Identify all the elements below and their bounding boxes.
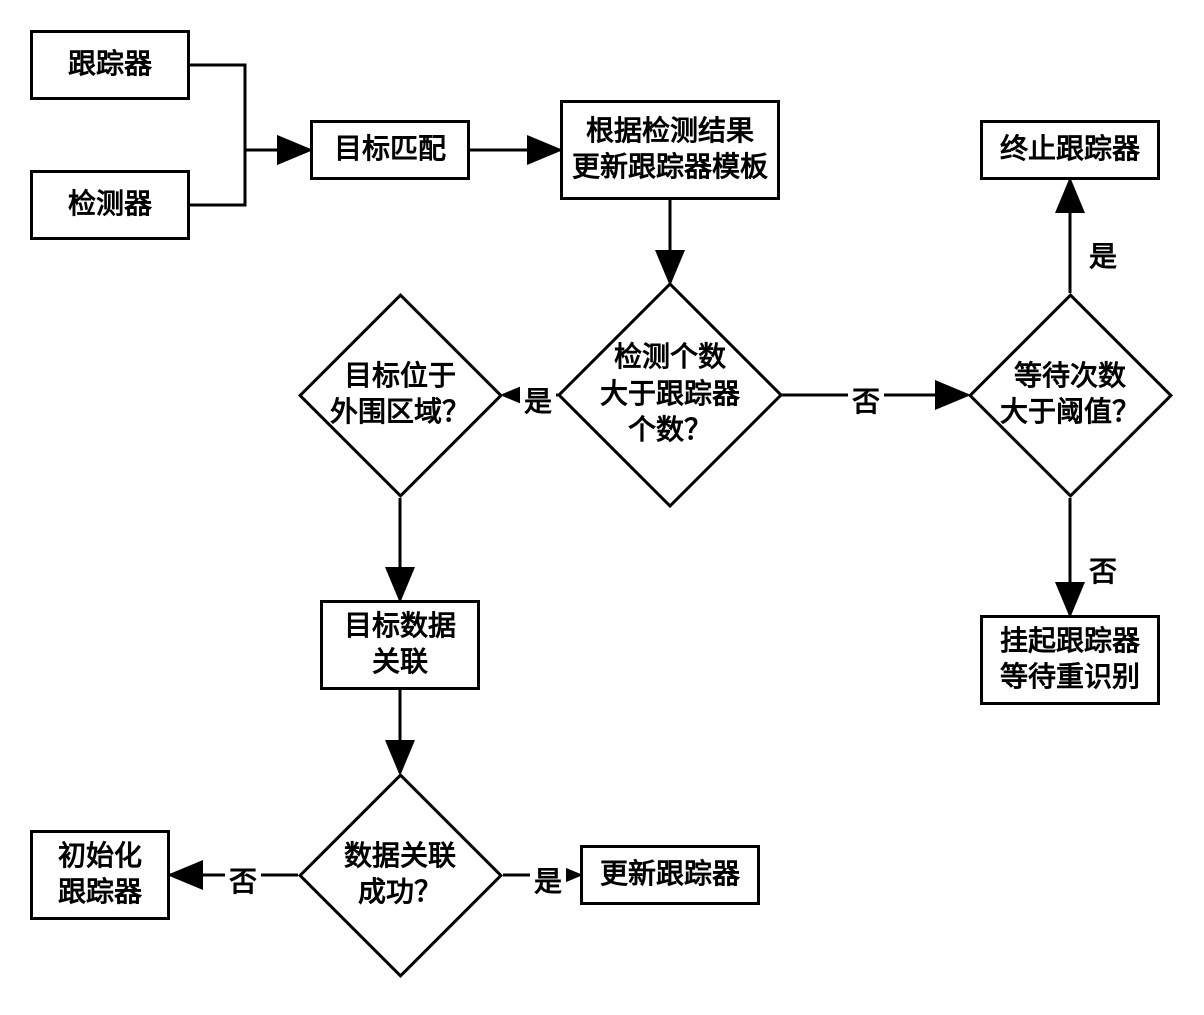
tracker-box: 跟踪器	[30, 30, 190, 100]
stop-tracker-label: 终止跟踪器	[1000, 132, 1140, 168]
data-link-label: 数据关联成功？	[344, 839, 456, 912]
detector-label: 检测器	[68, 187, 152, 223]
update-tracker-box: 更新跟踪器	[580, 845, 760, 905]
edge-tracker-to-target_match	[190, 65, 310, 150]
detect-count-diamond: 检测个数大于跟踪器个数？	[590, 315, 750, 475]
init-tracker-label: 初始化跟踪器	[58, 839, 142, 912]
target-data-label: 目标数据关联	[344, 609, 456, 682]
data-link-diamond: 数据关联成功？	[328, 803, 473, 948]
target-outer-label: 目标位于外围区域？	[330, 359, 470, 432]
edge-detector-to-target_match	[190, 150, 310, 205]
edge-label-11: 是	[530, 860, 566, 900]
detector-box: 检测器	[30, 170, 190, 240]
suspend-tracker-label: 挂起跟踪器等待重识别	[1000, 624, 1140, 697]
tracker-label: 跟踪器	[68, 47, 152, 83]
edge-label-7: 否	[1085, 550, 1121, 590]
wait-count-diamond: 等待次数大于阈值？	[998, 323, 1143, 468]
suspend-tracker-box: 挂起跟踪器等待重识别	[980, 615, 1160, 705]
target-outer-diamond: 目标位于外围区域？	[328, 323, 473, 468]
edge-label-10: 否	[225, 860, 261, 900]
update-template-box: 根据检测结果更新跟踪器模板	[560, 100, 780, 200]
flowchart-container: 跟踪器 检测器 目标匹配 根据检测结果更新跟踪器模板 终止跟踪器 目标数据关联 …	[0, 0, 1204, 1015]
edge-label-6: 是	[1085, 235, 1121, 275]
target-match-label: 目标匹配	[334, 132, 446, 168]
wait-count-label: 等待次数大于阈值？	[1000, 359, 1140, 432]
edge-label-5: 否	[848, 380, 884, 420]
target-match-box: 目标匹配	[310, 120, 470, 180]
edge-label-4: 是	[520, 380, 556, 420]
update-template-label: 根据检测结果更新跟踪器模板	[572, 114, 768, 187]
init-tracker-box: 初始化跟踪器	[30, 830, 170, 920]
stop-tracker-box: 终止跟踪器	[980, 120, 1160, 180]
target-data-box: 目标数据关联	[320, 600, 480, 690]
detect-count-label: 检测个数大于跟踪器个数？	[600, 340, 740, 449]
update-tracker-label: 更新跟踪器	[600, 857, 740, 893]
